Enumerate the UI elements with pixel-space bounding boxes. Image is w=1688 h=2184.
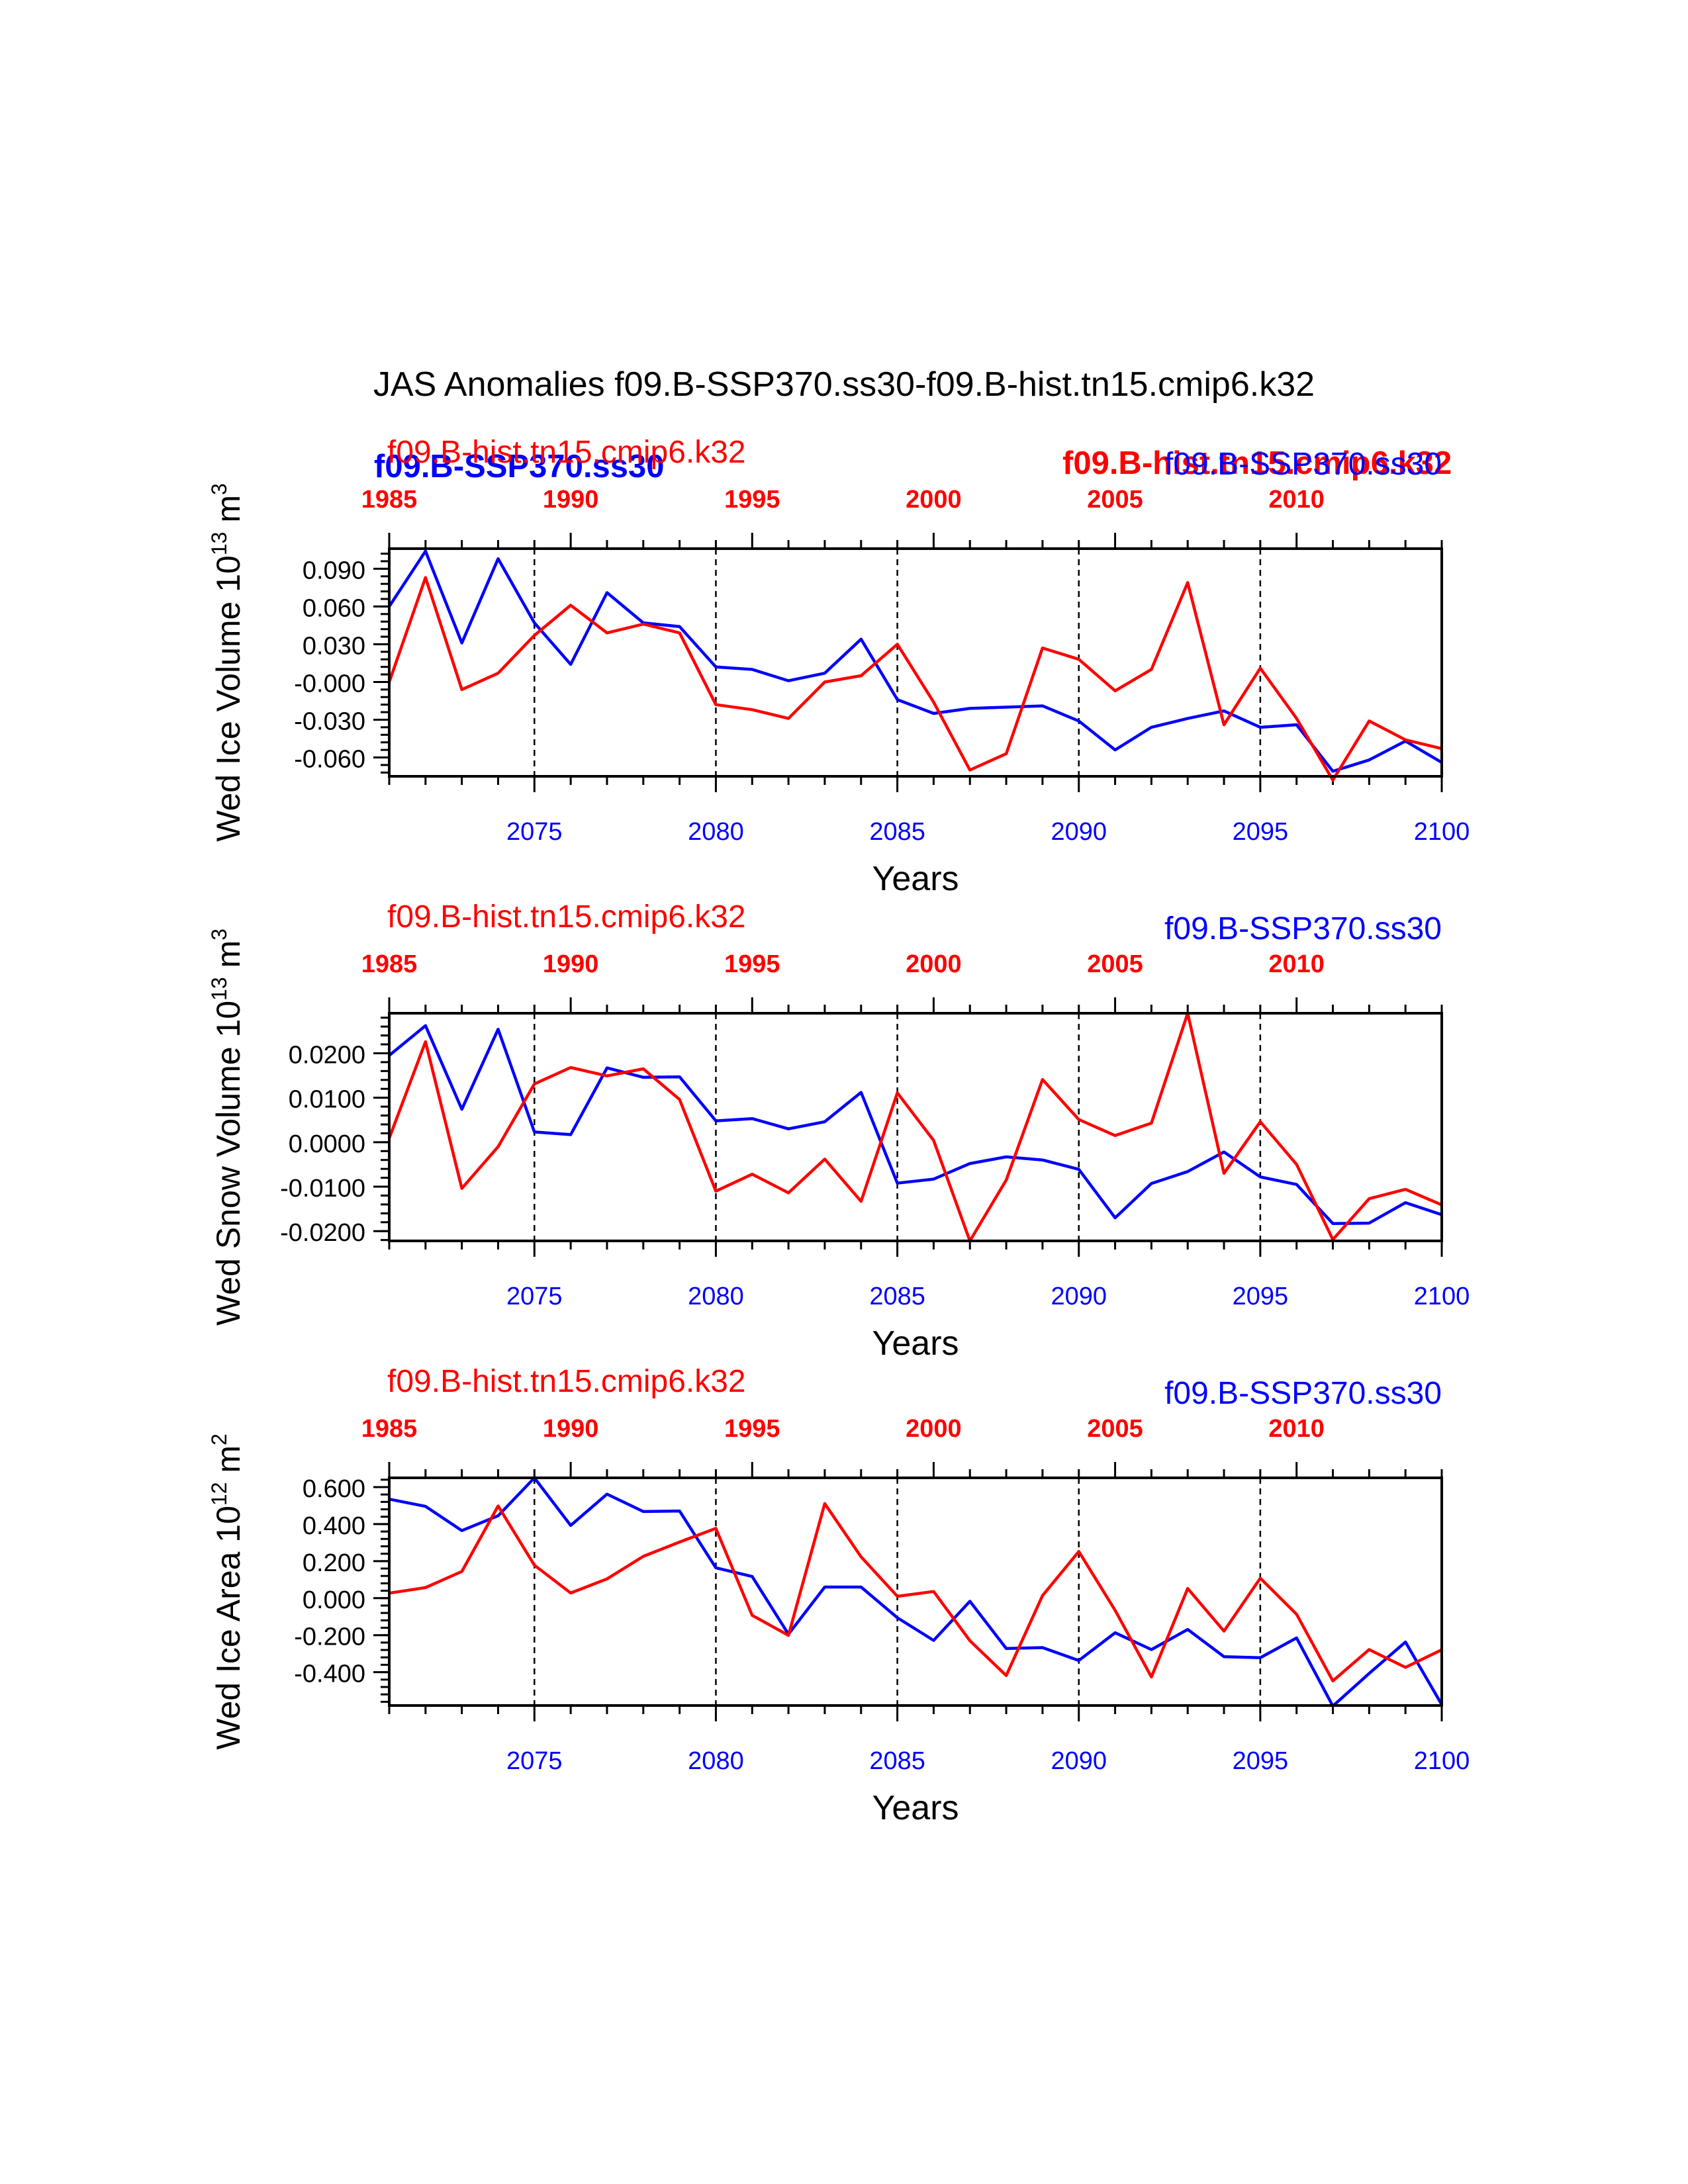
x-bottom-tick-label: 2100 (1414, 1283, 1470, 1310)
x-top-tick-label: 1995 (724, 1415, 780, 1443)
plot-frame (388, 547, 1443, 778)
hist-series-line (387, 1011, 1442, 1243)
x-top-tick-label: 2005 (1087, 486, 1143, 514)
x-bottom-tick-label: 2095 (1233, 818, 1289, 846)
y-tick-label: 0.600 (303, 1475, 365, 1503)
y-axis-title: Wed Snow Volume 1013 m3 (207, 929, 247, 1326)
x-bottom-tick-label: 2080 (688, 818, 744, 846)
legend-hist-bold-label: f09.B-hist.tn15.cmip6.k32 (1062, 445, 1452, 481)
panel-1: 0.090 0.060 0.030 -0.000 -0.030 -0.060 2075 208… (207, 435, 1470, 898)
x-top-tick-label: 1985 (361, 486, 418, 514)
y-tick-label: -0.0200 (280, 1219, 365, 1247)
x-axis-title: Years (872, 1324, 959, 1363)
x-bottom-tick-label: 2075 (506, 1283, 563, 1310)
hist-series-line (387, 576, 1442, 782)
x-top-tick-label: 1990 (543, 1415, 599, 1443)
x-bottom-tick-label: 2075 (506, 1747, 563, 1775)
x-bottom-tick-label: 2090 (1051, 1747, 1107, 1775)
x-bottom-tick-label: 2085 (869, 1747, 925, 1775)
x-axis-title: Years (872, 860, 959, 898)
x-bottom-tick-label: 2080 (688, 1283, 744, 1310)
ssp-series-line (389, 1476, 1443, 1708)
x-top-tick-label: 2010 (1268, 950, 1325, 978)
x-top-tick-label: 2000 (906, 486, 962, 514)
y-tick-label: 0.000 (303, 1586, 365, 1614)
y-tick-label: -0.0100 (280, 1175, 365, 1203)
x-bottom-tick-label: 2090 (1051, 818, 1107, 846)
x-top-tick-label: 2010 (1268, 1415, 1325, 1443)
figure-title: JAS Anomalies f09.B-SSP370.ss30-f09.B-hi… (373, 365, 1315, 404)
x-top-tick-label: 1990 (543, 486, 599, 514)
y-tick-label: -0.030 (294, 707, 365, 735)
y-tick-label: -0.200 (294, 1623, 365, 1651)
legend-hist-label: f09.B-hist.tn15.cmip6.k32 (387, 899, 746, 934)
plot-frame (388, 1012, 1443, 1242)
y-tick-label: -0.060 (294, 745, 365, 773)
x-top-tick-label: 1990 (543, 950, 599, 978)
x-axis-title: Years (872, 1789, 959, 1827)
x-bottom-tick-label: 2080 (688, 1747, 744, 1775)
x-bottom-tick-label: 2095 (1233, 1747, 1289, 1775)
y-tick-label: 0.200 (303, 1549, 365, 1577)
chart-panels: 0.090 0.060 0.030 -0.000 -0.030 -0.060 2075 208… (207, 435, 1470, 1827)
panel-2: 0.0200 0.0100 0.0000 -0.0100 -0.0200 2075 2080… (207, 899, 1470, 1363)
plot-frame (388, 1477, 1443, 1707)
y-tick-label: -0.000 (294, 670, 365, 698)
y-tick-label: 0.0100 (289, 1086, 365, 1114)
y-tick-label: 0.0000 (289, 1130, 365, 1158)
hist-series-line (389, 1502, 1442, 1683)
ssp-series-line (388, 549, 1443, 773)
ssp-series-line (388, 1024, 1442, 1226)
x-top-tick-label: 1985 (361, 1415, 418, 1443)
y-tick-label: 0.030 (303, 632, 365, 660)
x-top-tick-label: 1995 (724, 486, 780, 514)
x-top-tick-label: 2000 (906, 950, 962, 978)
y-tick-label: -0.400 (294, 1661, 365, 1688)
x-bottom-tick-label: 2100 (1414, 818, 1470, 846)
x-top-tick-label: 1995 (724, 950, 780, 978)
panel-3: 0.600 0.400 0.200 0.000 -0.200 -0.400 2075 2080… (207, 1364, 1470, 1827)
legend-ssp-label: f09.B-SSP370.ss30 (1164, 911, 1442, 946)
x-bottom-tick-label: 2095 (1233, 1283, 1289, 1310)
legend-hist-label: f09.B-hist.tn15.cmip6.k32 (387, 435, 746, 470)
x-bottom-tick-label: 2090 (1051, 1283, 1107, 1310)
x-top-tick-label: 2000 (906, 1415, 962, 1443)
y-axis-title: Wed Ice Area 1012 m2 (207, 1433, 247, 1750)
legend-ssp-label: f09.B-SSP370.ss30 (1164, 1376, 1442, 1411)
x-bottom-tick-label: 2100 (1414, 1747, 1470, 1775)
x-top-tick-label: 2010 (1268, 486, 1325, 514)
legend-ssp-label: f09.B-SSP370.ss30 (1164, 447, 1442, 482)
x-bottom-tick-label: 2085 (869, 818, 925, 846)
x-bottom-tick-label: 2075 (506, 818, 563, 846)
y-tick-label: 0.400 (303, 1512, 365, 1540)
x-top-tick-label: 1985 (361, 950, 418, 978)
legend-ssp-bold-label: f09.B-SSP370.ss30 (374, 449, 665, 484)
x-top-tick-label: 2005 (1087, 950, 1143, 978)
x-top-tick-label: 2005 (1087, 1415, 1143, 1443)
y-tick-label: 0.0200 (289, 1041, 365, 1069)
y-axis-title: Wed Ice Volume 1013 m3 (207, 483, 247, 842)
y-tick-label: 0.060 (303, 594, 365, 622)
legend-hist-label: f09.B-hist.tn15.cmip6.k32 (387, 1364, 746, 1399)
x-bottom-tick-label: 2085 (869, 1283, 925, 1310)
y-tick-label: 0.090 (303, 557, 365, 584)
